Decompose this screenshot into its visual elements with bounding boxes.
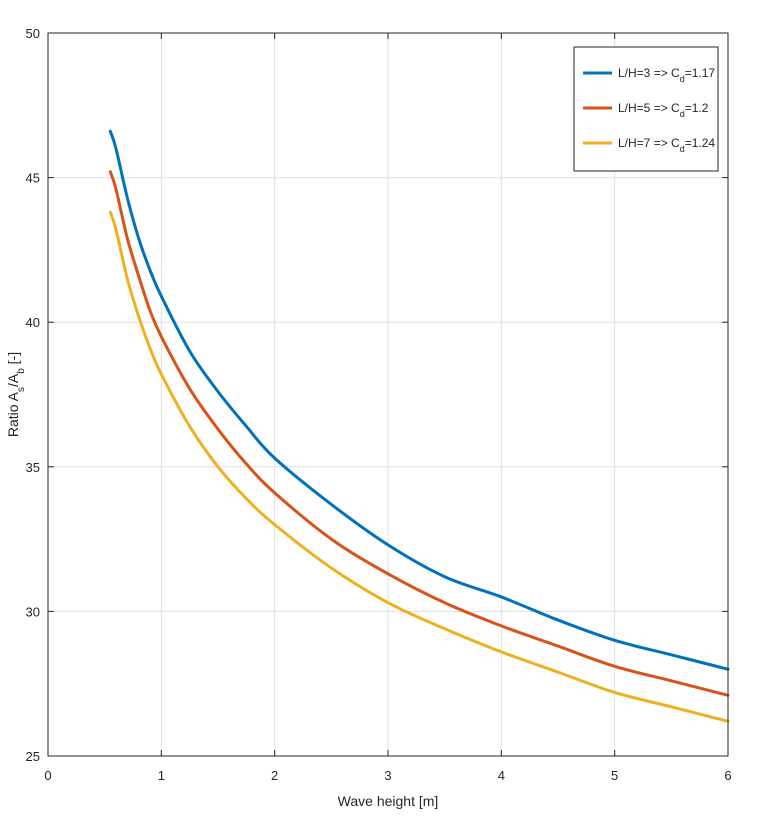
series-line-1: [108, 129, 730, 671]
y-axis-title-suffix: [-]: [5, 352, 21, 368]
x-tick-label: 2: [271, 768, 278, 783]
legend-label: L/H=5 => Cd=1.2: [618, 101, 709, 119]
y-tick-labels: 25 30 35 40 45 50: [26, 26, 40, 764]
y-tick-label: 50: [26, 26, 40, 41]
legend-item-1: L/H=3 => Cd=1.17: [583, 66, 715, 84]
x-tick-label: 5: [611, 768, 618, 783]
y-axis-title-sub2: b: [16, 368, 27, 374]
x-tick-labels: 0 1 2 3 4 5 6: [44, 768, 731, 783]
x-tick-label: 1: [158, 768, 165, 783]
series-line-2: [108, 170, 730, 697]
y-tick-label: 35: [26, 460, 40, 475]
y-axis-title-middle: /A: [5, 373, 21, 387]
y-tick-label: 45: [26, 171, 40, 186]
x-tick-label: 0: [44, 768, 51, 783]
x-tick-label: 6: [724, 768, 731, 783]
y-axis-title-sub1: s: [16, 387, 27, 392]
y-axis-title-prefix: Ratio A: [5, 391, 21, 437]
series-lines: [108, 129, 730, 723]
legend-item-2: L/H=5 => Cd=1.2: [583, 101, 709, 119]
y-tick-label: 25: [26, 749, 40, 764]
y-tick-label: 30: [26, 604, 40, 619]
tick-marks: [47, 32, 729, 757]
legend-item-3: L/H=7 => Cd=1.24: [583, 136, 715, 154]
legend-label: L/H=7 => Cd=1.24: [618, 136, 715, 154]
series-line-3: [108, 210, 730, 723]
legend: L/H=3 => Cd=1.17 L/H=5 => Cd=1.2 L/H=7 => …: [573, 46, 719, 172]
x-axis-title: Wave height [m]: [338, 793, 439, 809]
x-tick-label: 3: [384, 768, 391, 783]
y-axis-title: Ratio As/Ab [-]: [5, 352, 27, 437]
legend-label: L/H=3 => Cd=1.17: [618, 66, 715, 84]
y-tick-label: 40: [26, 315, 40, 330]
x-tick-label: 4: [498, 768, 505, 783]
